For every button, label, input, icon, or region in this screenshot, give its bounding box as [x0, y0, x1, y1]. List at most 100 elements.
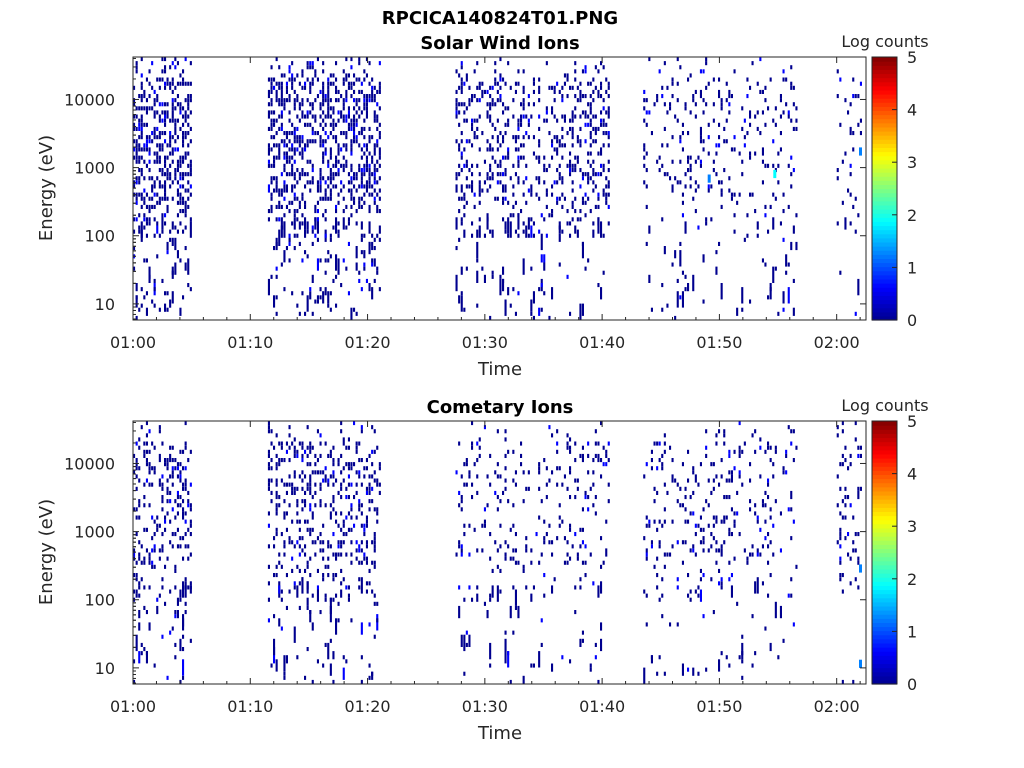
heatmap-cell	[661, 85, 664, 90]
heatmap-cell	[839, 536, 842, 541]
heatmap-cell	[340, 486, 343, 491]
heatmap-cell	[738, 532, 741, 537]
heatmap-cell	[309, 122, 312, 127]
heatmap-cell	[723, 429, 726, 434]
heatmap-cell	[699, 159, 702, 164]
heatmap-cell	[140, 122, 143, 127]
heatmap-cell	[489, 168, 492, 173]
heatmap-cell	[156, 135, 159, 140]
heatmap-cell	[189, 519, 192, 524]
heatmap-cell	[496, 81, 499, 86]
colorbar-segment	[872, 474, 897, 480]
heatmap-cell	[592, 172, 595, 177]
heatmap-cell	[754, 449, 757, 454]
heatmap-cell	[350, 85, 353, 90]
heatmap-cell	[373, 176, 376, 181]
heatmap-cell	[730, 470, 733, 475]
heatmap-cell	[465, 200, 468, 205]
heatmap-cell	[340, 470, 343, 475]
heatmap-cell	[298, 581, 301, 586]
heatmap-cell	[478, 184, 481, 189]
heatmap-cell	[350, 81, 353, 86]
heatmap-cell	[671, 458, 674, 463]
heatmap-cell	[463, 118, 466, 123]
heatmap-cell	[169, 237, 172, 242]
heatmap-cell	[592, 458, 595, 463]
heatmap-cell	[267, 453, 270, 458]
heatmap-cell	[592, 180, 595, 185]
heatmap-cell	[360, 225, 363, 230]
heatmap-cell	[512, 556, 515, 561]
heatmap-cell	[699, 94, 702, 99]
heatmap-cell	[174, 225, 177, 230]
heatmap-cell	[161, 486, 164, 491]
heatmap-cell	[509, 527, 512, 532]
heatmap-cell	[589, 106, 592, 111]
heatmap-cell	[138, 540, 141, 545]
heatmap-cell	[661, 307, 664, 312]
heatmap-cell	[522, 229, 525, 234]
heatmap-cell	[854, 94, 857, 99]
heatmap-cell	[169, 81, 172, 86]
heatmap-cell	[504, 466, 507, 471]
heatmap-cell	[468, 98, 471, 103]
heatmap-cell	[140, 642, 143, 647]
heatmap-cell	[782, 192, 785, 197]
heatmap-cell	[790, 490, 793, 495]
heatmap-cell	[158, 453, 161, 458]
heatmap-cell	[463, 204, 466, 209]
heatmap-cell	[174, 532, 177, 537]
heatmap-cell	[291, 568, 294, 573]
heatmap-cell	[574, 77, 577, 82]
heatmap-cell	[329, 196, 332, 201]
heatmap-cell	[278, 200, 281, 205]
heatmap-cell	[597, 89, 600, 94]
heatmap-cell	[314, 139, 317, 144]
heatmap-cell	[148, 135, 151, 140]
heatmap-cell	[376, 270, 379, 275]
heatmap-cell	[143, 495, 146, 500]
heatmap-cell	[502, 184, 505, 189]
heatmap-cell	[538, 229, 541, 234]
heatmap-cell	[589, 163, 592, 168]
heatmap-cell	[275, 532, 278, 537]
heatmap-cell	[607, 458, 610, 463]
heatmap-cell	[324, 147, 327, 152]
heatmap-cell	[298, 176, 301, 181]
heatmap-cell	[463, 196, 466, 201]
heatmap-cell	[311, 139, 314, 144]
heatmap-cell	[785, 449, 788, 454]
heatmap-cell	[465, 163, 468, 168]
heatmap-cell	[306, 605, 309, 610]
heatmap-cell	[161, 57, 164, 62]
heatmap-cell	[164, 303, 167, 312]
heatmap-cell	[587, 122, 590, 127]
heatmap-cell	[182, 209, 185, 214]
heatmap-cell	[569, 527, 572, 532]
heatmap-cell	[496, 548, 499, 553]
heatmap-cell	[535, 532, 538, 537]
heatmap-cell	[340, 581, 343, 586]
heatmap-cell	[836, 94, 839, 99]
heatmap-cell	[278, 147, 281, 152]
heatmap-cell	[135, 560, 138, 565]
heatmap-cell	[504, 106, 507, 111]
heatmap-cell	[176, 81, 179, 86]
heatmap-cell	[558, 225, 561, 234]
heatmap-cell	[360, 511, 363, 516]
heatmap-cell	[363, 118, 366, 123]
heatmap-cell	[273, 143, 276, 148]
heatmap-cell	[502, 188, 505, 193]
heatmap-cell	[342, 163, 345, 168]
heatmap-cell	[476, 474, 479, 479]
heatmap-cell	[676, 291, 679, 308]
heatmap-cell	[373, 98, 376, 103]
heatmap-cell	[581, 507, 584, 512]
heatmap-cell	[504, 172, 507, 177]
heatmap-cell	[133, 266, 136, 271]
heatmap-cell	[140, 303, 143, 308]
heatmap-cell	[584, 139, 587, 144]
colorbar-segment	[872, 225, 897, 231]
heatmap-cell	[460, 139, 463, 144]
heatmap-cell	[273, 536, 276, 541]
